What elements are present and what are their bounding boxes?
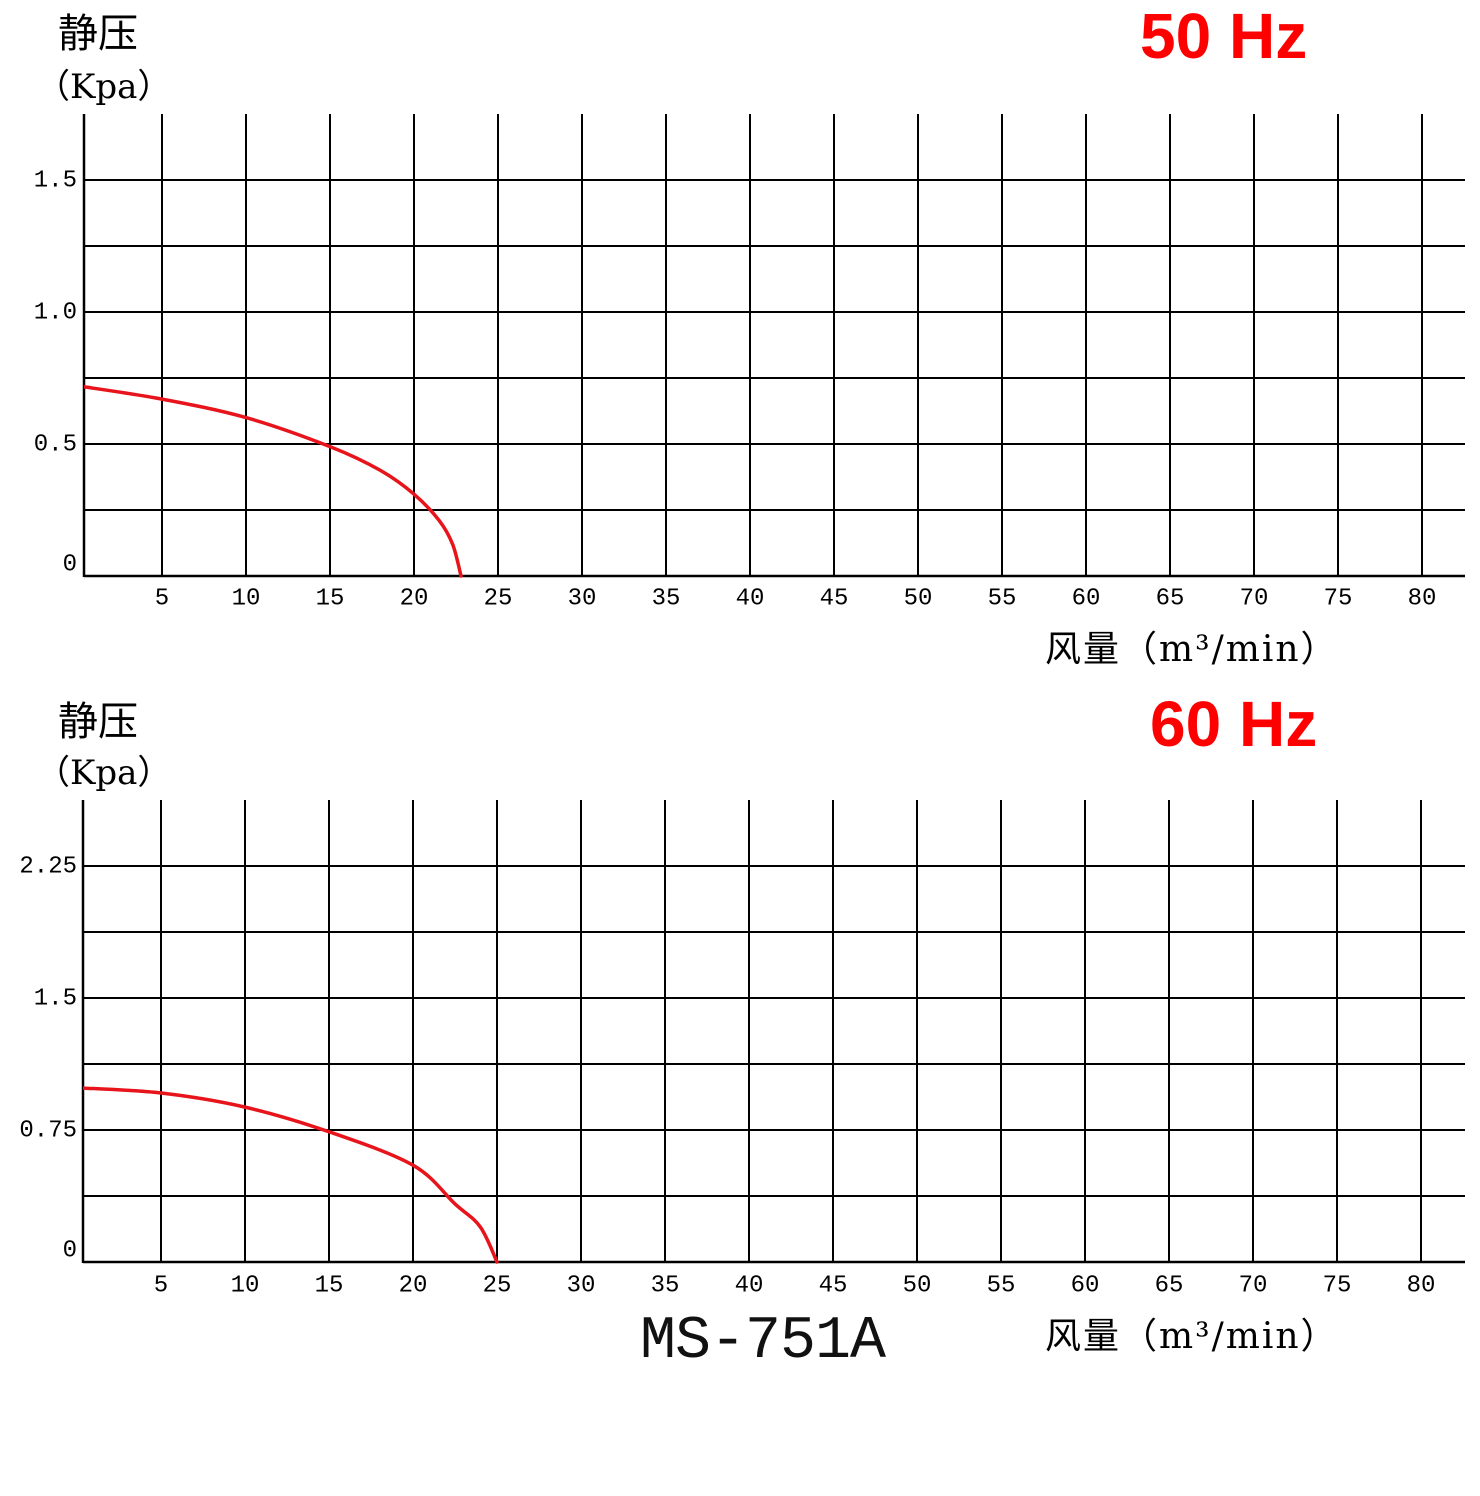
x-tick-label: 30 xyxy=(567,1272,596,1299)
chart-50hz: 5 10 15 20 25 30 35 40 45 50 55 60 65 70 75 80 0 0.5 1.0 1.… xyxy=(34,114,1465,612)
pressure-curve xyxy=(83,1086,499,1264)
x-tick-label: 75 xyxy=(1324,585,1353,612)
x-tick-label: 30 xyxy=(568,585,597,612)
x-tick-label: 70 xyxy=(1239,1272,1268,1299)
x-tick-label: 65 xyxy=(1156,585,1185,612)
x-tick-label: 70 xyxy=(1240,585,1269,612)
chart-60hz: 5 10 15 20 25 30 35 40 45 50 55 60 65 70 75 80 0 0.75 1.5 2… xyxy=(19,800,1465,1299)
pressure-curve xyxy=(84,385,463,578)
x-tick-label: 40 xyxy=(736,585,765,612)
x-tick-label: 40 xyxy=(735,1272,764,1299)
model-name: MS-751A xyxy=(640,1308,886,1376)
x-tick-label: 35 xyxy=(651,1272,680,1299)
ylabel-bottom: 静压 xyxy=(58,699,138,745)
x-tick-label: 80 xyxy=(1407,1272,1436,1299)
x-tick-label: 15 xyxy=(316,585,345,612)
xlabel-top: 风量（m³/min） xyxy=(1045,629,1339,670)
y-tick-label: 0 xyxy=(63,551,77,578)
x-tick-label: 50 xyxy=(904,585,933,612)
x-tick-label: 5 xyxy=(155,585,169,612)
x-tick-label: 25 xyxy=(484,585,513,612)
x-tick-label: 10 xyxy=(232,585,261,612)
xlabel-bottom: 风量（m³/min） xyxy=(1045,1316,1339,1357)
x-tick-label: 20 xyxy=(400,585,429,612)
x-tick-label: 45 xyxy=(819,1272,848,1299)
x-tick-label: 25 xyxy=(483,1272,512,1299)
x-tick-label: 55 xyxy=(988,585,1017,612)
x-tick-label: 50 xyxy=(903,1272,932,1299)
y-tick-label: 1.0 xyxy=(34,299,77,326)
x-tick-label: 5 xyxy=(154,1272,168,1299)
x-tick-label: 65 xyxy=(1155,1272,1184,1299)
y-tick-label: 1.5 xyxy=(34,985,77,1012)
x-tick-label: 35 xyxy=(652,585,681,612)
x-tick-label: 75 xyxy=(1323,1272,1352,1299)
x-tick-label: 55 xyxy=(987,1272,1016,1299)
y-tick-label: 0.5 xyxy=(34,431,77,458)
y-tick-label: 1.5 xyxy=(34,167,77,194)
x-tick-label: 80 xyxy=(1408,585,1437,612)
x-tick-label: 45 xyxy=(820,585,849,612)
x-tick-label: 60 xyxy=(1071,1272,1100,1299)
x-tick-label: 10 xyxy=(231,1272,260,1299)
y-tick-label: 0 xyxy=(63,1237,77,1264)
frequency-title-bottom: 60 Hz xyxy=(1150,688,1318,760)
frequency-title-top: 50 Hz xyxy=(1140,0,1308,72)
y-tick-label: 0.75 xyxy=(19,1117,77,1144)
ylabel-unit-top: （Kpa） xyxy=(36,67,172,107)
y-tick-label: 2.25 xyxy=(19,853,77,880)
x-tick-label: 60 xyxy=(1072,585,1101,612)
x-tick-label: 15 xyxy=(315,1272,344,1299)
ylabel-top: 静压 xyxy=(58,11,138,57)
x-tick-label: 20 xyxy=(399,1272,428,1299)
ylabel-unit-bottom: （Kpa） xyxy=(36,753,172,793)
